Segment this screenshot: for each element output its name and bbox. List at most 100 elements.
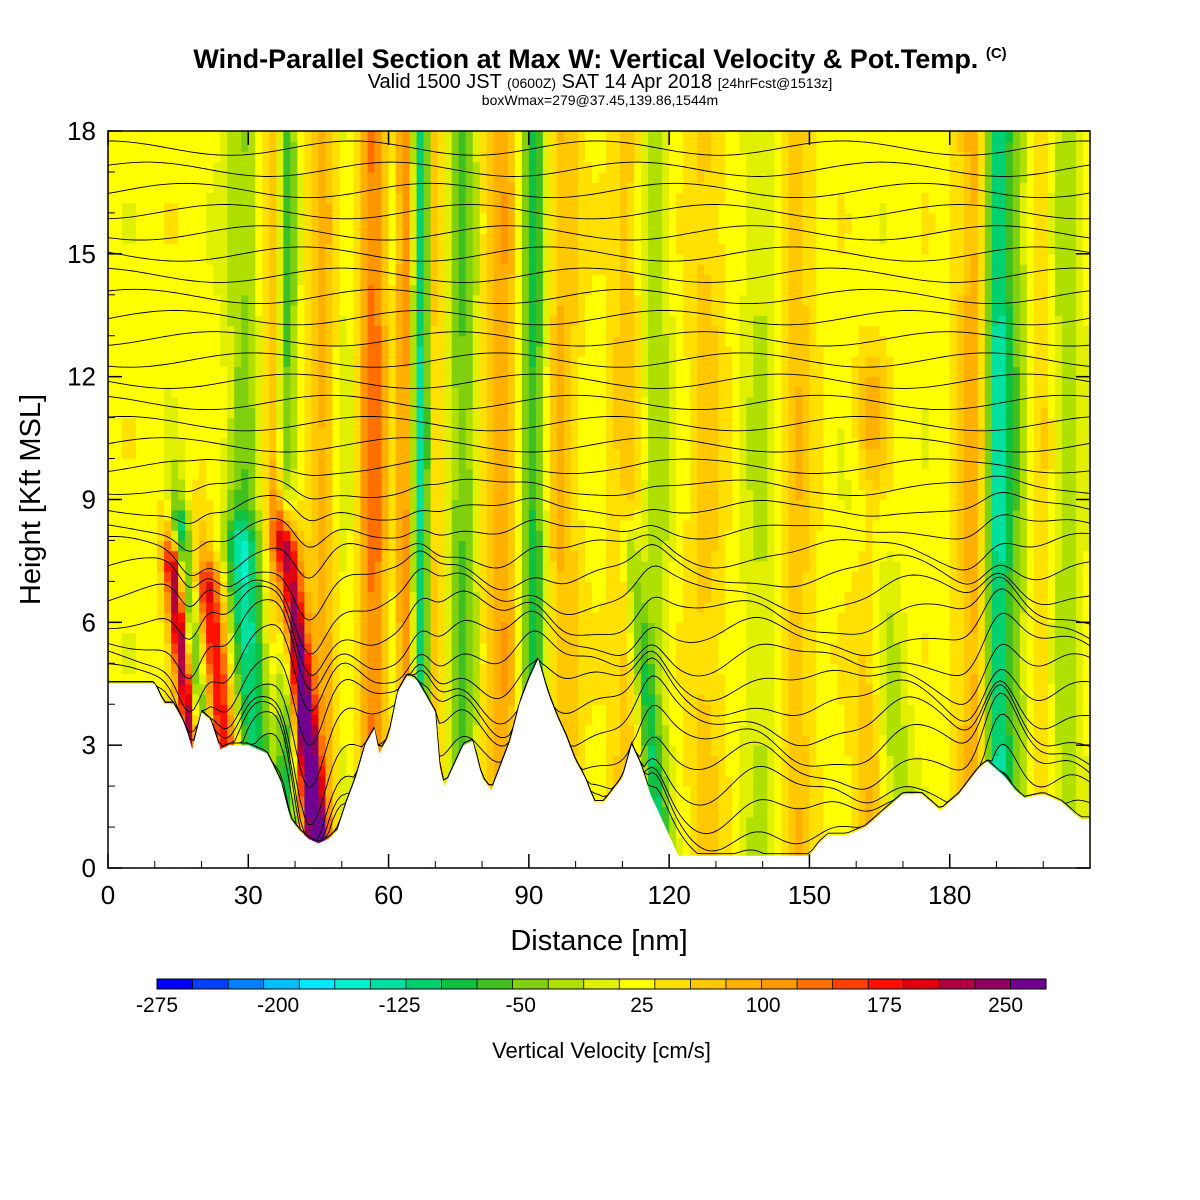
field-cell <box>136 325 144 337</box>
field-cell <box>115 243 123 255</box>
field-cell <box>416 438 425 449</box>
field-cell <box>409 458 418 470</box>
field-cell <box>430 448 439 460</box>
field-cell <box>528 131 537 142</box>
field-cell <box>542 202 551 214</box>
field-cell <box>122 622 130 634</box>
field-cell <box>297 581 305 593</box>
field-cell <box>570 448 579 460</box>
field-cell <box>493 141 502 153</box>
field-cell <box>416 489 425 501</box>
field-cell <box>521 560 530 572</box>
field-cell <box>584 653 593 664</box>
field-cell <box>542 356 551 368</box>
field-cell <box>213 530 221 542</box>
field-cell <box>122 202 130 214</box>
field-cell <box>192 397 200 408</box>
field-cell <box>430 182 439 194</box>
field-cell <box>472 305 481 316</box>
field-cell <box>486 714 495 726</box>
field-cell <box>157 305 165 316</box>
field-cell <box>374 243 383 255</box>
field-cell <box>234 171 242 183</box>
field-cell <box>290 632 298 644</box>
field-cell <box>213 274 221 286</box>
field-cell <box>500 550 509 562</box>
field-cell <box>514 171 523 183</box>
field-cell <box>339 745 348 757</box>
field-cell <box>486 335 495 347</box>
field-cell <box>262 192 270 204</box>
field-cell <box>563 315 572 327</box>
field-cell <box>262 479 270 490</box>
field-cell <box>241 714 249 726</box>
field-cell <box>255 253 263 265</box>
field-cell <box>409 581 418 593</box>
field-cell <box>192 673 200 685</box>
field-cell <box>563 212 572 224</box>
field-cell <box>248 499 256 511</box>
field-cell <box>437 192 446 204</box>
field-cell <box>206 519 214 531</box>
field-cell <box>458 202 467 214</box>
field-cell <box>437 693 446 705</box>
field-cell <box>227 161 235 173</box>
field-cell <box>304 816 313 828</box>
field-cell <box>178 458 186 470</box>
field-cell <box>528 161 537 173</box>
field-cell <box>346 571 355 582</box>
field-cell <box>185 540 193 552</box>
field-cell <box>297 315 305 327</box>
field-cell <box>458 448 467 460</box>
field-cell <box>213 233 221 245</box>
field-cell <box>213 468 221 480</box>
field-cell <box>416 581 425 593</box>
field-cell <box>108 294 116 306</box>
field-cell <box>276 734 284 746</box>
field-cell <box>129 284 137 296</box>
field-cell <box>535 253 544 265</box>
field-cell <box>346 458 355 470</box>
field-cell <box>150 397 158 408</box>
field-cell <box>290 550 298 562</box>
field-cell <box>122 673 130 685</box>
field-cell <box>115 448 123 460</box>
field-cell <box>206 182 214 194</box>
field-cell <box>234 479 242 490</box>
field-cell <box>465 479 474 490</box>
field-cell <box>430 560 439 572</box>
field-cell <box>381 509 390 521</box>
field-cell <box>549 632 558 644</box>
field-cell <box>360 601 369 613</box>
field-cell <box>423 601 432 613</box>
field-cell <box>514 161 523 173</box>
field-cell <box>213 366 221 378</box>
field-cell <box>206 335 214 347</box>
field-cell <box>241 571 249 582</box>
field-cell <box>150 653 158 664</box>
field-cell <box>542 458 551 470</box>
field-cell <box>290 755 298 767</box>
field-cell <box>108 499 116 511</box>
field-cell <box>416 642 425 654</box>
field-cell <box>129 673 137 685</box>
field-cell <box>528 294 537 306</box>
field-cell <box>430 509 439 521</box>
field-cell <box>402 131 411 142</box>
field-cell <box>206 663 214 675</box>
field-cell <box>311 427 320 439</box>
field-cell <box>507 438 516 449</box>
field-cell <box>332 591 341 603</box>
field-cell <box>577 642 586 654</box>
field-cell <box>465 356 474 368</box>
field-cell <box>423 253 432 265</box>
field-cell <box>402 407 411 419</box>
field-cell <box>367 519 376 531</box>
field-cell <box>577 305 586 316</box>
field-cell <box>136 448 144 460</box>
field-cell <box>311 397 320 408</box>
field-cell <box>444 724 453 736</box>
field-cell <box>430 366 439 378</box>
field-cell <box>360 550 369 562</box>
field-cell <box>318 827 327 838</box>
